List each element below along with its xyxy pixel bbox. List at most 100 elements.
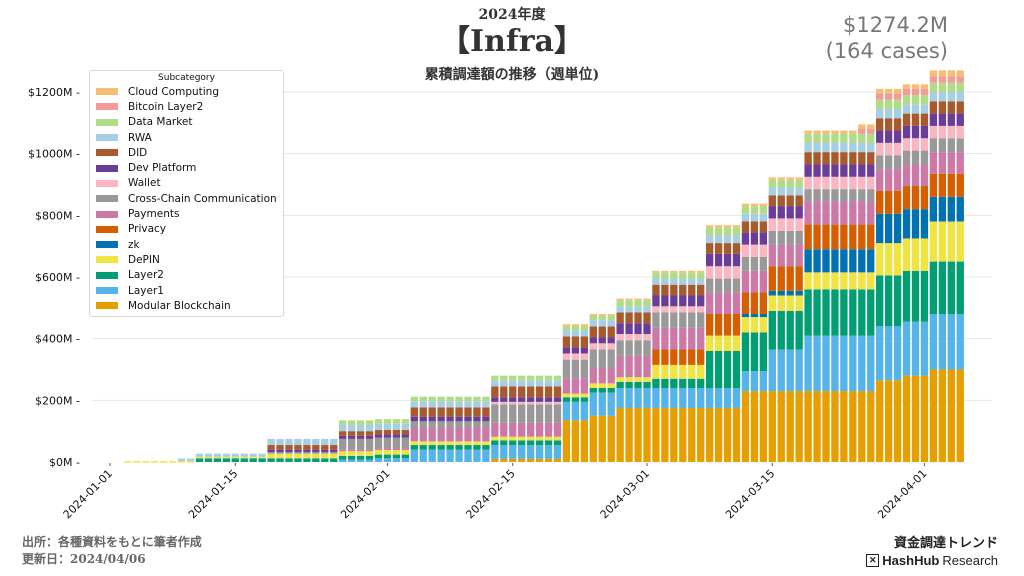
bar-segment-wallet (795, 218, 803, 231)
bar-segment-data-market (723, 227, 732, 236)
bar-segment-modular-blockchain (625, 408, 633, 462)
bar-segment-payments (777, 244, 785, 267)
bar-stack (428, 396, 436, 462)
bar-segment-modular-blockchain (947, 369, 955, 462)
bar-stack (365, 420, 374, 462)
bar-segment-cross-chain-communication (616, 340, 624, 356)
bar-segment-cloud-computing (840, 130, 848, 134)
bar-segment-modular-blockchain (634, 408, 642, 462)
bar-segment-did (884, 118, 893, 131)
bar-segment-cross-chain-communication (840, 189, 848, 202)
bar-segment-rwa (893, 108, 902, 119)
bar-segment-did (679, 284, 687, 296)
bar-segment-dev-platform (401, 434, 410, 438)
bar-segment-privacy (786, 266, 794, 291)
bar-segment-depin (124, 461, 132, 463)
bar-segment-payments (571, 378, 580, 394)
bar-segment-did (294, 445, 302, 450)
bar-segment-did (347, 431, 356, 436)
source-note: 出所：各種資料をもとに筆者作成 (22, 535, 202, 549)
bar-segment-layer2 (741, 332, 750, 372)
bar-segment-modular-blockchain (822, 391, 830, 462)
bar-segment-layer1 (876, 326, 884, 381)
bar-segment-payments (804, 201, 812, 225)
bar-segment-cross-chain-communication (697, 312, 705, 328)
bar-segment-dev-platform (491, 397, 499, 402)
bar-segment-cloud-computing (795, 177, 803, 180)
bar-segment-cross-chain-communication (518, 404, 526, 423)
bar-segment-payments (884, 169, 893, 191)
bar-stack (929, 70, 938, 462)
bar-segment-cross-chain-communication (267, 452, 275, 454)
bar-stack (446, 396, 454, 462)
bar-stack (231, 453, 239, 462)
bar-segment-layer1 (401, 458, 410, 462)
bar-stack (634, 298, 642, 462)
chart-year-label: 2024年度 (478, 7, 546, 23)
bar-segment-depin (858, 272, 866, 290)
bar-segment-layer2 (553, 440, 562, 446)
bar-segment-layer1 (759, 371, 768, 392)
legend-label: Dev Platform (128, 162, 197, 175)
bar-segment-data-market (768, 179, 776, 188)
bar-segment-wallet (732, 266, 741, 279)
bar-segment-dev-platform (714, 253, 723, 267)
bar-segment-cloud-computing (947, 70, 955, 77)
bar-segment-did (580, 336, 589, 348)
bar-segment-cloud-computing (616, 298, 624, 301)
bar-segment-did (732, 243, 741, 254)
bar-segment-dev-platform (795, 206, 803, 219)
bar-segment-dev-platform (482, 416, 490, 422)
bar-segment-payments (518, 422, 526, 437)
bar-segment-cloud-computing (688, 270, 696, 273)
bar-segment-cloud-computing (670, 270, 678, 273)
bar-segment-wallet (643, 334, 651, 341)
bar-segment-did (652, 284, 660, 296)
bar-stack (911, 84, 920, 462)
y-tick-label: $600M - (35, 271, 80, 284)
bar-segment-rwa (750, 213, 759, 222)
bar-segment-privacy (732, 314, 741, 336)
bar-segment-cross-chain-communication (365, 438, 374, 450)
bar-segment-wallet (822, 176, 830, 190)
bar-segment-depin (768, 295, 776, 311)
bar-segment-data-market (410, 396, 418, 402)
bar-segment-data-market (679, 272, 687, 279)
bar-segment-bitcoin-layer2 (876, 93, 884, 100)
bar-segment-layer2 (240, 458, 248, 462)
bar-segment-bitcoin-layer2 (929, 76, 938, 83)
bar-segment-layer2 (204, 458, 213, 462)
bar-segment-privacy (750, 292, 759, 314)
legend-swatch (96, 103, 118, 111)
bar-segment-dev-platform (893, 130, 902, 143)
bar-segment-cross-chain-communication (303, 452, 311, 454)
bar-segment-wallet (831, 176, 839, 190)
x-tick-label: 2024-02-15 (463, 467, 517, 521)
bar-segment-wallet (705, 266, 714, 279)
bar-segment-cross-chain-communication (884, 155, 893, 170)
bar-segment-layer1 (679, 388, 687, 409)
bar-segment-cross-chain-communication (428, 421, 436, 428)
bar-segment-dev-platform (428, 416, 436, 422)
bar-segment-layer1 (849, 335, 857, 392)
bar-segment-depin (840, 272, 848, 290)
bar-segment-payments (920, 164, 929, 187)
bar-segment-wallet (849, 176, 857, 190)
bar-segment-cross-chain-communication (419, 421, 427, 428)
bar-segment-did (428, 407, 436, 417)
bar-stack (697, 270, 705, 462)
bar-segment-zk (858, 249, 866, 273)
x-tick-label: 2024-03-15 (723, 467, 777, 521)
bar-segment-depin (428, 441, 436, 446)
bar-stack (902, 84, 911, 462)
x-tick-label: 2024-02-01 (338, 467, 392, 521)
bar-segment-dev-platform (365, 435, 374, 439)
bar-stack (347, 420, 356, 462)
bar-stack (544, 375, 553, 462)
bar-segment-cloud-computing (920, 84, 929, 89)
brand-tagline: 資金調達トレンド (893, 536, 998, 551)
bar-segment-payments (383, 448, 392, 450)
bar-segment-rwa (177, 458, 186, 462)
bar-segment-dev-platform (768, 206, 776, 219)
bar-stack (580, 324, 589, 462)
